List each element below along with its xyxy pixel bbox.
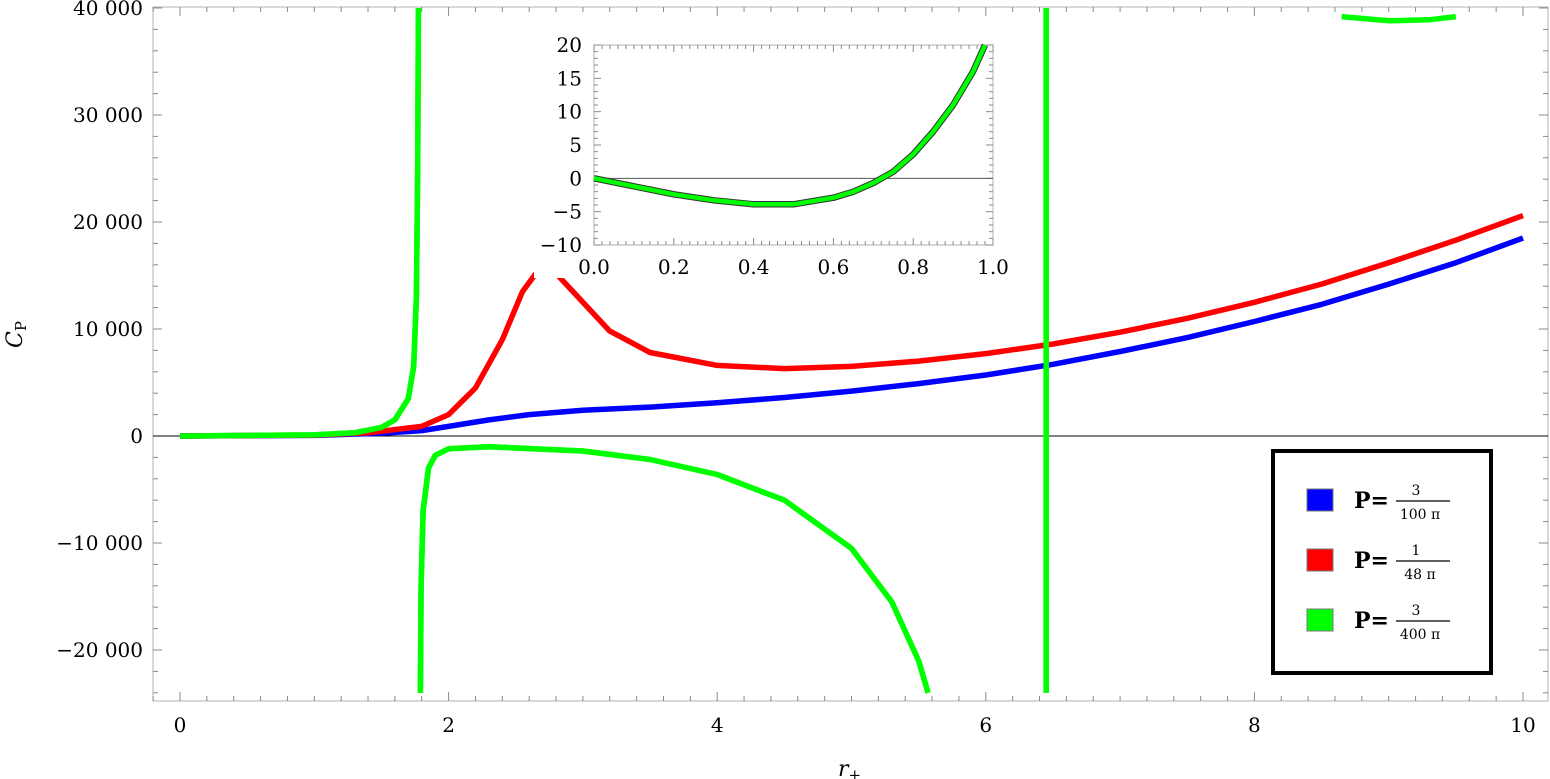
- main-plot-frame: [152, 6, 1549, 702]
- x-axis-title-main: r: [838, 757, 850, 779]
- inset-x-tick-label: 1.0: [977, 255, 1009, 279]
- series-line-2-overlay: [417, 443, 931, 694]
- legend-denominator: 100 π: [1400, 507, 1440, 523]
- y-tick-label: 0: [130, 424, 143, 448]
- inset-y-tick-label: −5: [553, 200, 582, 224]
- x-tick-label: 8: [1248, 713, 1261, 737]
- series-line-2: [179, 7, 422, 439]
- inset-y-tick-label: 0: [569, 166, 582, 190]
- inset-background: [534, 33, 1013, 278]
- series-line-0: [179, 235, 1524, 439]
- legend-swatch: [1306, 488, 1334, 512]
- inset-series-line: [593, 44, 988, 207]
- inset-y-tick-label: −10: [540, 233, 582, 257]
- inset-x-tick-label: 0.0: [578, 255, 610, 279]
- inset-y-tick-label: 5: [569, 133, 582, 157]
- legend-numerator: 3: [1412, 483, 1421, 499]
- main-frame-border: [152, 6, 1549, 702]
- y-tick-label: 20 000: [73, 210, 143, 234]
- legend-label-prefix: P=: [1354, 488, 1389, 514]
- legend: P= 3 100 π P= 1 48 π P= 3 400 π: [1271, 449, 1493, 675]
- inset-series-group: [593, 43, 988, 208]
- y-tick-label: 10 000: [73, 317, 143, 341]
- y-tick-label: 30 000: [73, 103, 143, 127]
- x-axis-title-subscript: +: [849, 766, 862, 779]
- inset-y-tick-label: 10: [557, 100, 582, 124]
- legend-denominator: 48 π: [1404, 567, 1435, 583]
- inset-x-tick-label: 0.4: [738, 255, 770, 279]
- inset-plot: 0.0 0.2 0.4 0.6 0.8 1.0 −10 −5 0 5 10 15 20: [534, 33, 1013, 279]
- x-axis-title: r+: [838, 757, 861, 779]
- inset-axis-ticks: 0.0 0.2 0.4 0.6 0.8 1.0 −10 −5 0 5 10 15 20: [540, 33, 1009, 279]
- y-tick-label: −20 000: [56, 638, 143, 662]
- legend-label-prefix: P=: [1354, 608, 1389, 634]
- legend-label-prefix: P=: [1354, 548, 1389, 574]
- x-tick-label: 0: [174, 713, 187, 737]
- series-line-2: [1341, 13, 1457, 24]
- inset-y-tick-label: 20: [557, 33, 582, 57]
- y-axis-title-main: C: [3, 331, 28, 348]
- x-tick-label: 10: [1510, 713, 1535, 737]
- legend-swatch: [1306, 608, 1334, 632]
- series-line-2: [417, 443, 931, 694]
- legend-denominator: 400 π: [1400, 627, 1440, 643]
- x-tick-label: 4: [711, 713, 724, 737]
- legend-numerator: 3: [1412, 603, 1421, 619]
- inset-y-tick-label: 15: [557, 66, 582, 90]
- inset-x-tick-label: 0.2: [658, 255, 690, 279]
- y-axis-title: CP: [3, 321, 30, 348]
- series-line-1: [179, 213, 1524, 439]
- main-series-group: [179, 7, 1524, 694]
- x-tick-label: 6: [979, 713, 992, 737]
- y-tick-label: −10 000: [56, 531, 143, 555]
- inset-x-tick-label: 0.6: [817, 255, 849, 279]
- series-line-2-overlay: [179, 7, 422, 439]
- x-tick-label: 2: [442, 713, 455, 737]
- y-axis-title-subscript: P: [12, 321, 30, 331]
- legend-swatch: [1306, 548, 1334, 572]
- legend-numerator: 1: [1412, 543, 1421, 559]
- inset-x-tick-label: 0.8: [897, 255, 929, 279]
- y-tick-label: 40 000: [73, 0, 143, 20]
